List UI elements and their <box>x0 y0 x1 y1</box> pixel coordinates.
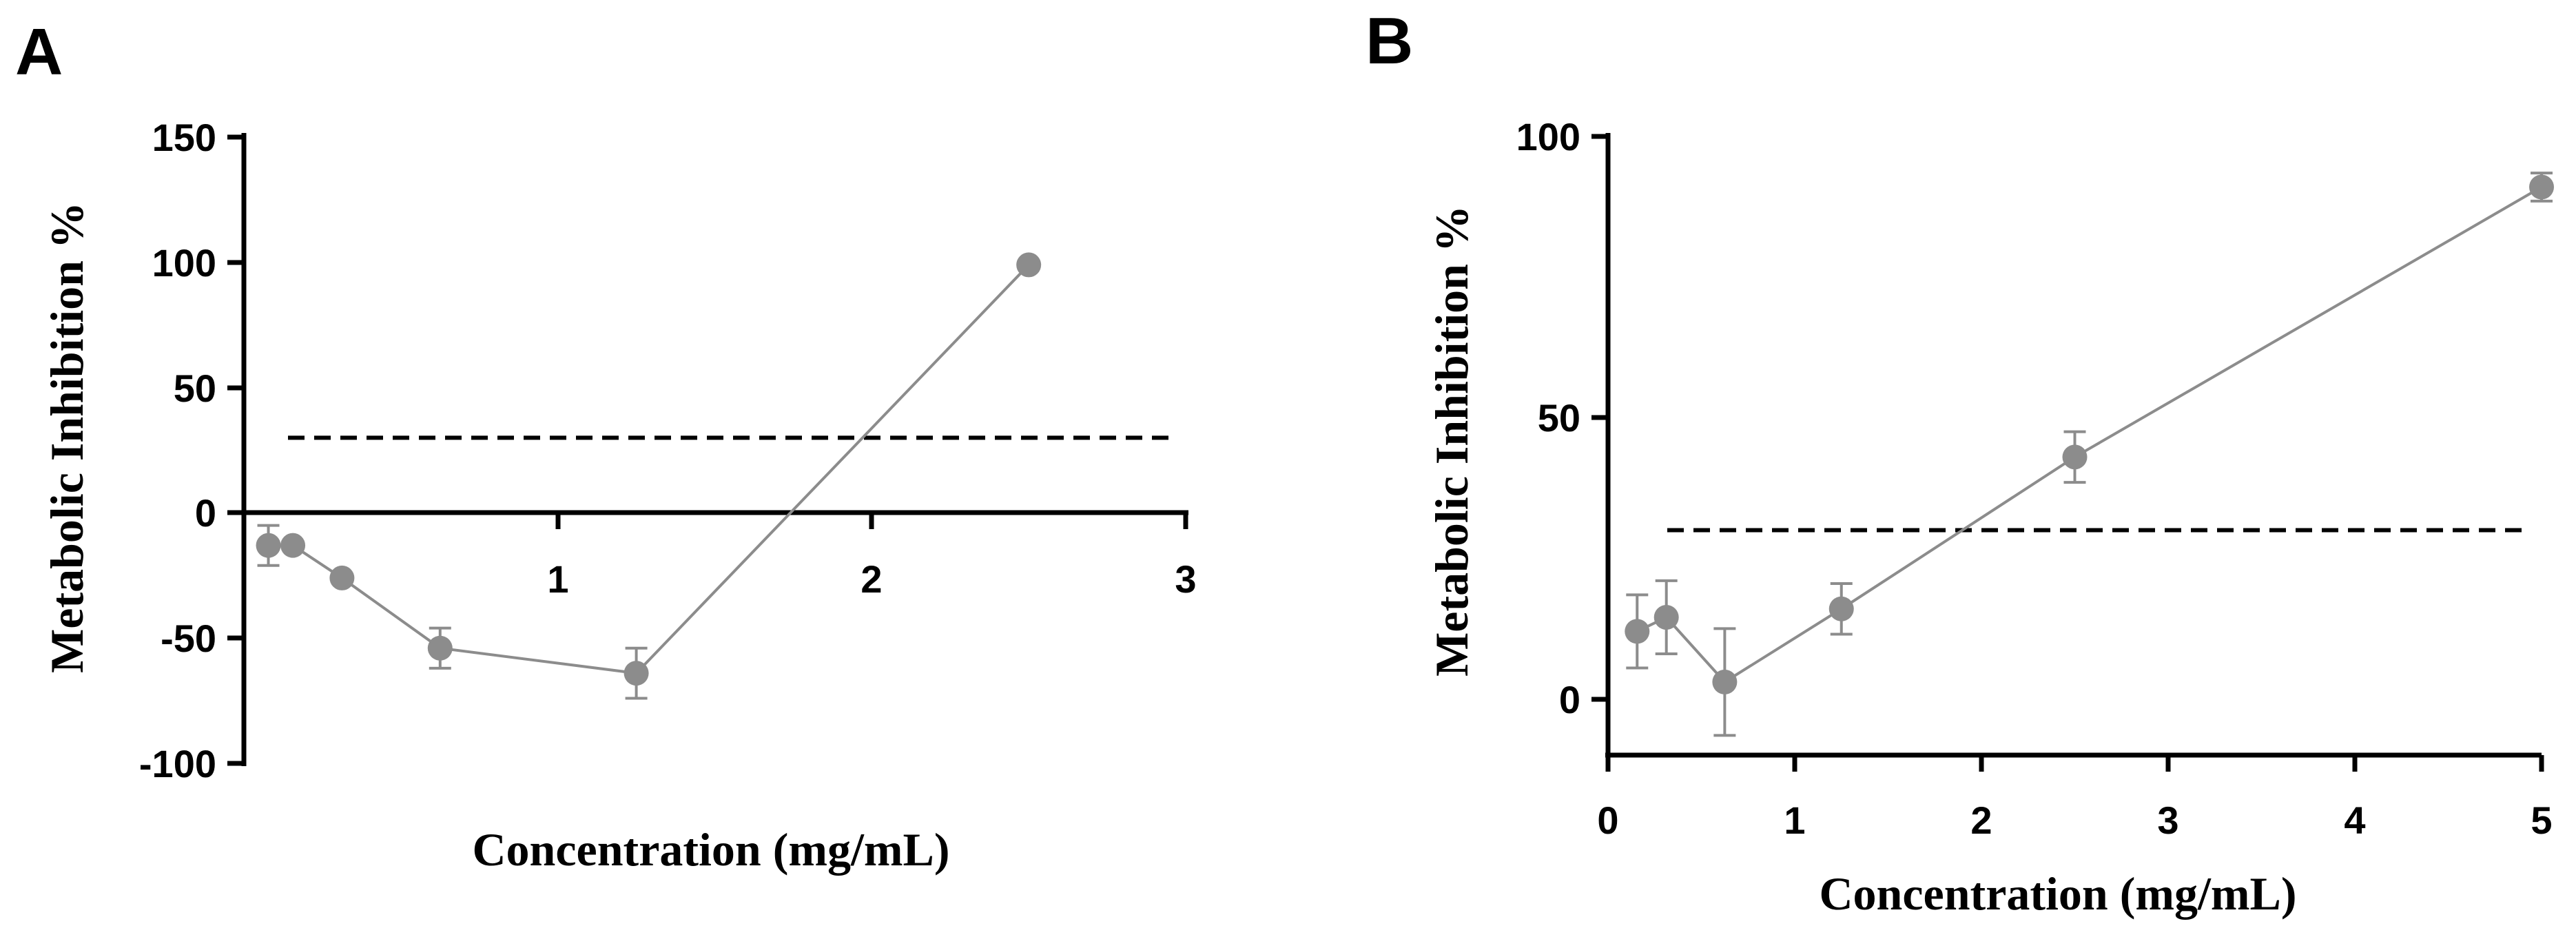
panel-a-x-tick-label: 1 <box>547 557 568 601</box>
data-point <box>280 533 306 558</box>
panel-a-x-axis-title: Concentration (mg/mL) <box>472 823 949 876</box>
data-point <box>329 565 355 590</box>
panel-a-y-tick-label: 100 <box>152 241 216 285</box>
panel-a-y-tick-label: 50 <box>174 367 216 410</box>
panel-b-x-tick-label: 5 <box>2531 799 2552 842</box>
panel-b-y-tick-label: 50 <box>1538 396 1580 440</box>
panel-b-y-tick-label: 0 <box>1559 678 1580 721</box>
panel-b-data-points <box>1625 174 2554 694</box>
panel-b-y-axis-title: Metabolic Inhibition % <box>1425 205 1478 677</box>
panel-b-x-axis-title: Concentration (mg/mL) <box>1819 867 2296 920</box>
panel-b-x-tick-label: 1 <box>1784 799 1805 842</box>
data-point <box>624 661 649 686</box>
panel-a-y-tick-label: 150 <box>152 116 216 159</box>
panel-b-series-line <box>1636 185 2543 684</box>
data-point <box>1653 604 1679 630</box>
panel-b-x-tick-label: 2 <box>1970 799 1992 842</box>
panel-a-label: A <box>15 15 63 89</box>
panel-b: B Metabolic Inhibition % Concentration (… <box>1366 4 2554 920</box>
data-point <box>1016 252 1042 278</box>
panel-a-x-tick-label: 2 <box>861 557 882 601</box>
panel-a-y-tick-label: -100 <box>139 742 216 785</box>
data-point <box>427 635 453 661</box>
data-point <box>1828 596 1854 621</box>
data-point <box>1625 619 1650 644</box>
panel-a-x-tick-label: 3 <box>1175 557 1196 601</box>
data-point <box>2062 444 2088 470</box>
panel-a-error-bars <box>257 524 648 700</box>
data-point <box>1712 669 1738 694</box>
panel-b-x-tick-label: 3 <box>2157 799 2178 842</box>
panel-b-x-tick-label: 4 <box>2344 799 2365 842</box>
panel-a-y-tick-label: 0 <box>195 491 216 535</box>
panel-b-y-tick-label: 100 <box>1516 115 1580 158</box>
panel-b-x-tick-label: 0 <box>1597 799 1618 842</box>
panel-b-label: B <box>1366 4 1413 78</box>
panel-a-y-axis-title: Metabolic Inhibition % <box>41 202 93 673</box>
panel-a: A Metabolic Inhibition % Concentration (… <box>15 15 1197 876</box>
data-point <box>256 533 281 558</box>
panel-a-series-line <box>268 264 1030 675</box>
panel-a-y-tick-label: -50 <box>161 617 216 660</box>
data-point <box>2529 174 2554 200</box>
panel-a-data-points <box>256 252 1042 686</box>
panel-b-error-bars <box>1626 172 2553 737</box>
